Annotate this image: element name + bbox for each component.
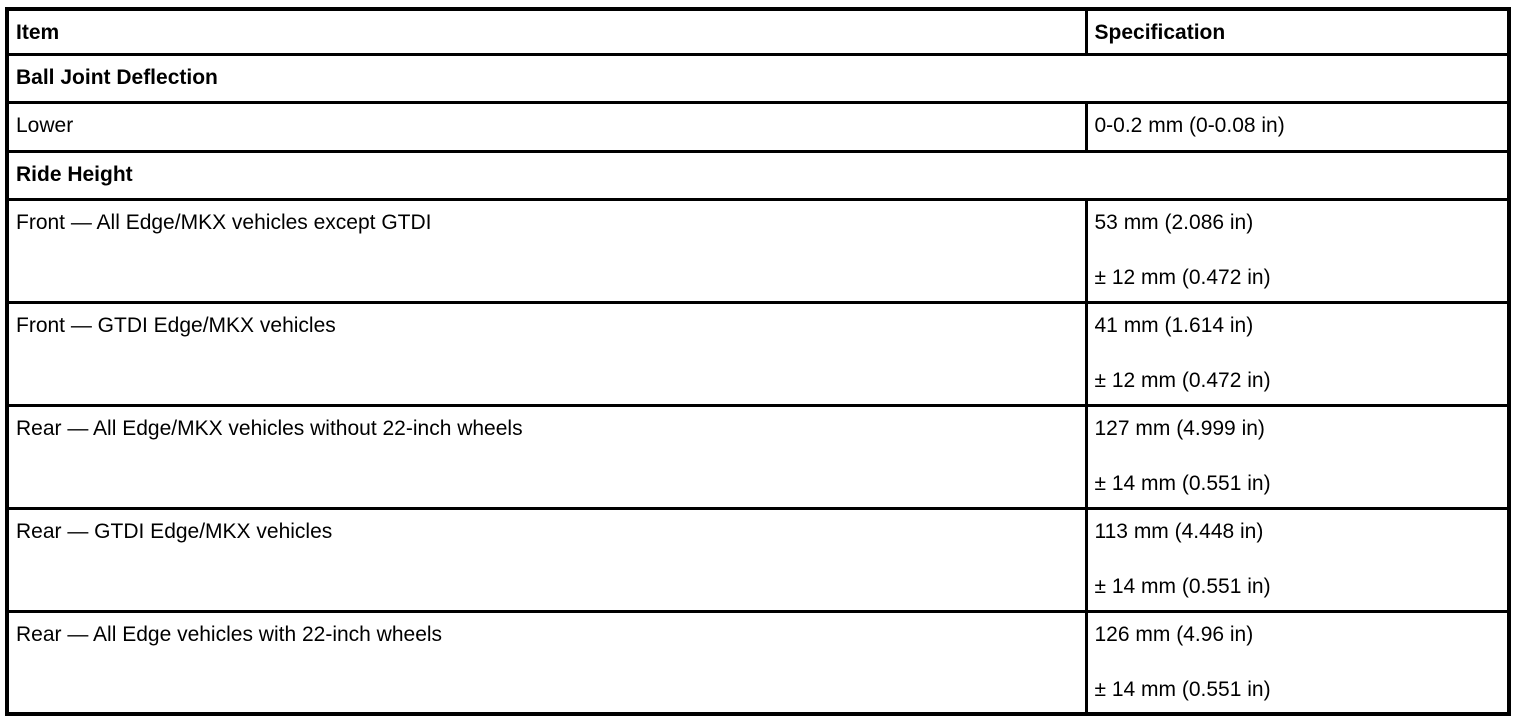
spec-value: ± 12 mm (0.472 in) (1094, 368, 1271, 392)
spec-row: Rear — GTDI Edge/MKX vehicles 113 mm (4.4… (5, 506, 1511, 613)
spec-row: Front — All Edge/MKX vehicles except GTD… (5, 197, 1511, 304)
spec-value: 126 mm (4.96 in) (1094, 622, 1254, 646)
spec-cell: 126 mm (4.96 in) ± 14 mm (0.551 in) (1084, 609, 1511, 716)
spec-cell: 127 mm (4.999 in) ± 14 mm (0.551 in) (1084, 403, 1511, 510)
item-cell: Front — All Edge/MKX vehicles except GTD… (5, 197, 1088, 304)
spec-value: 127 mm (4.999 in) (1094, 416, 1265, 440)
spec-row: Front — GTDI Edge/MKX vehicles 41 mm (1.6… (5, 300, 1511, 407)
spec-value: ± 14 mm (0.551 in) (1094, 677, 1271, 701)
spec-table-body: Ball Joint Deflection Lower 0-0.2 mm (0-0.… (5, 52, 1511, 716)
section-row: Ball Joint Deflection (5, 52, 1511, 104)
item-cell: Front — GTDI Edge/MKX vehicles (5, 300, 1088, 407)
spec-value: ± 14 mm (0.551 in) (1094, 471, 1271, 495)
spec-value: 0-0.2 mm (0-0.08 in) (1094, 113, 1285, 137)
spec-row: Lower 0-0.2 mm (0-0.08 in) (5, 100, 1511, 153)
item-cell: Rear — All Edge/MKX vehicles without 22-… (5, 403, 1088, 510)
item-cell: Rear — All Edge vehicles with 22-inch wh… (5, 609, 1088, 716)
section-title: Ride Height (5, 149, 1511, 201)
section-title: Ball Joint Deflection (5, 52, 1511, 104)
spec-cell: 113 mm (4.448 in) ± 14 mm (0.551 in) (1084, 506, 1511, 613)
section-row: Ride Height (5, 149, 1511, 201)
header-row: Item Specification (5, 7, 1511, 56)
spec-value: 113 mm (4.448 in) (1094, 519, 1264, 543)
spec-row: Rear — All Edge vehicles with 22-inch wh… (5, 609, 1511, 716)
spec-row: Rear — All Edge/MKX vehicles without 22-… (5, 403, 1511, 510)
spec-cell: 53 mm (2.086 in) ± 12 mm (0.472 in) (1084, 197, 1511, 304)
spec-value: 41 mm (1.614 in) (1094, 313, 1254, 337)
item-cell: Rear — GTDI Edge/MKX vehicles (5, 506, 1088, 613)
column-header-specification: Specification (1084, 7, 1511, 56)
spec-value: 53 mm (2.086 in) (1094, 210, 1254, 234)
column-header-item: Item (5, 7, 1088, 56)
spec-value: ± 14 mm (0.551 in) (1094, 574, 1271, 598)
item-cell: Lower (5, 100, 1088, 153)
spec-value: ± 12 mm (0.472 in) (1094, 265, 1271, 289)
specifications-table: Item Specification Ball Joint Deflection… (5, 7, 1511, 716)
spec-cell: 0-0.2 mm (0-0.08 in) (1084, 100, 1511, 153)
spec-cell: 41 mm (1.614 in) ± 12 mm (0.472 in) (1084, 300, 1511, 407)
